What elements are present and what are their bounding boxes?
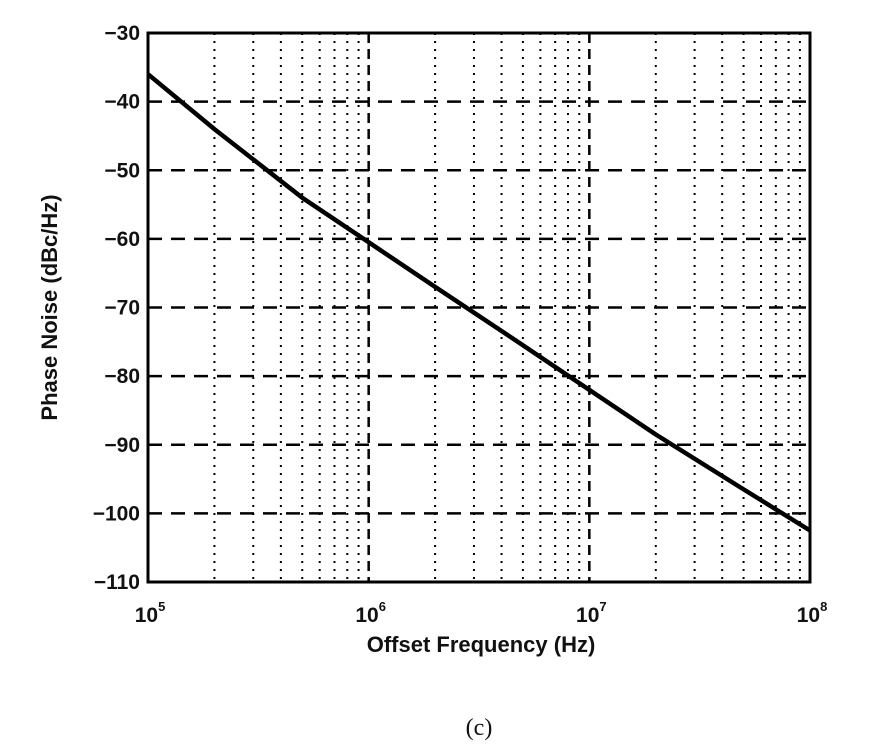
- x-tick-base: 10: [576, 604, 599, 627]
- y-tick-label: −50: [104, 159, 140, 182]
- grid-lines: [148, 33, 810, 582]
- x-tick-label: 106: [355, 599, 386, 627]
- x-tick-exponent: 8: [820, 599, 827, 614]
- x-tick-exponent: 6: [379, 599, 386, 614]
- series-line: [146, 72, 812, 533]
- x-tick-label: 108: [797, 599, 828, 627]
- x-tick-label: 107: [576, 599, 607, 627]
- y-tick-label: −40: [104, 91, 140, 114]
- y-tick-label: −90: [104, 434, 140, 457]
- y-tick-label: −30: [104, 22, 140, 45]
- x-tick-base: 10: [797, 604, 820, 627]
- y-tick-label: −80: [104, 365, 140, 388]
- y-tick-labels: −30 −40 −50 −60 −70 −80 −90 −100 −110: [93, 22, 140, 594]
- y-tick-label: −60: [104, 228, 140, 251]
- figure-caption: (c): [466, 715, 493, 741]
- x-tick-labels: 105 106 107 108: [135, 599, 828, 627]
- y-tick-label: −70: [104, 297, 140, 320]
- x-tick-exponent: 5: [158, 599, 165, 614]
- x-axis-label: Offset Frequency (Hz): [367, 632, 596, 657]
- y-axis-label: Phase Noise (dBc/Hz): [37, 194, 62, 420]
- x-tick-exponent: 7: [599, 599, 606, 614]
- x-tick-base: 10: [355, 604, 378, 627]
- y-tick-label: −100: [93, 502, 140, 525]
- x-tick-base: 10: [135, 604, 158, 627]
- plot-frame: [146, 31, 812, 584]
- x-tick-label: 105: [135, 599, 166, 627]
- y-tick-label: −110: [94, 571, 140, 594]
- series-group: [146, 72, 812, 533]
